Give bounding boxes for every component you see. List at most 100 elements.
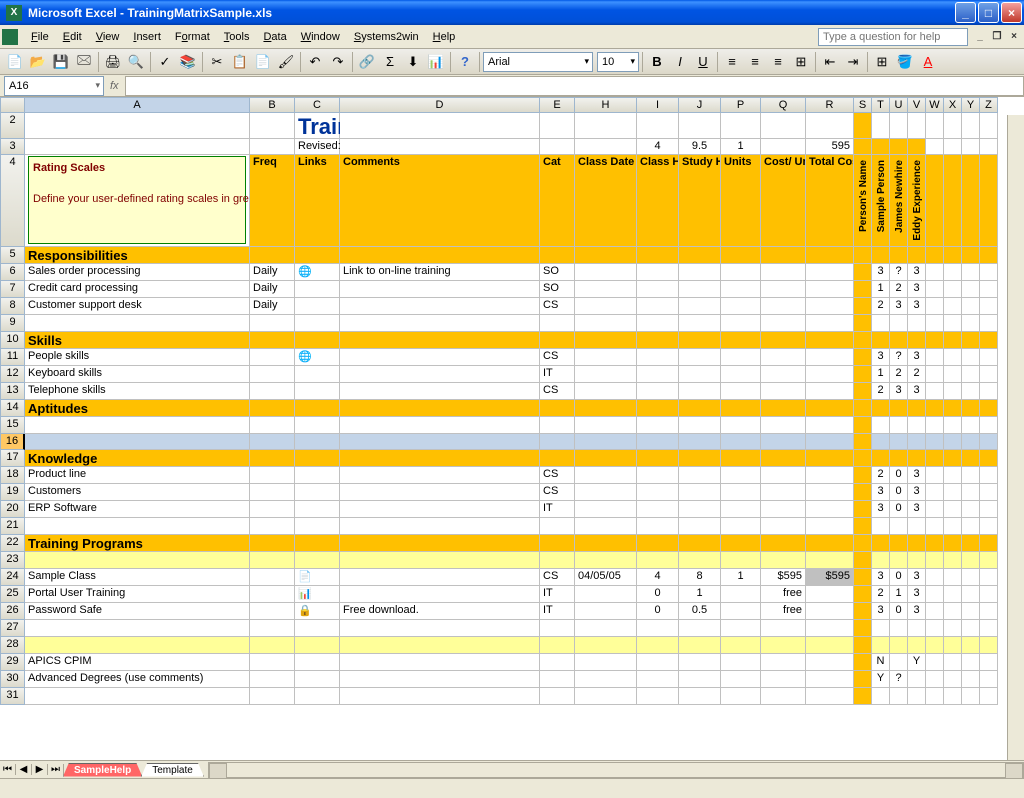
cell-H11[interactable] (575, 349, 637, 366)
spell-button[interactable]: ✓ (154, 51, 176, 73)
cell-W14[interactable] (926, 400, 944, 417)
horizontal-scrollbar[interactable] (208, 762, 1024, 778)
cell-S30[interactable] (854, 671, 872, 688)
cell-Y9[interactable] (962, 315, 980, 332)
cell-D28[interactable] (340, 637, 540, 654)
cell-X5[interactable] (944, 247, 962, 264)
cell-D9[interactable] (340, 315, 540, 332)
cell-B7[interactable]: Daily (250, 281, 295, 298)
cell-U19[interactable]: 0 (890, 484, 908, 501)
cell-X24[interactable] (944, 569, 962, 586)
cell-J26[interactable]: 0.5 (679, 603, 721, 620)
cell-I26[interactable]: 0 (637, 603, 679, 620)
cell-P5[interactable] (721, 247, 761, 264)
cell-X27[interactable] (944, 620, 962, 637)
row-header-30[interactable]: 30 (0, 671, 25, 688)
cell-Y4[interactable] (962, 155, 980, 247)
cell-S4[interactable]: Person's Name (854, 155, 872, 247)
cell-S27[interactable] (854, 620, 872, 637)
row-header-28[interactable]: 28 (0, 637, 25, 654)
cell-E14[interactable] (540, 400, 575, 417)
cell-U2[interactable] (890, 113, 908, 139)
cell-Y30[interactable] (962, 671, 980, 688)
cell-C28[interactable] (295, 637, 340, 654)
cell-S21[interactable] (854, 518, 872, 535)
cell-D27[interactable] (340, 620, 540, 637)
cell-A19[interactable]: Customers (25, 484, 250, 501)
cell-C30[interactable] (295, 671, 340, 688)
cell-B6[interactable]: Daily (250, 264, 295, 281)
cell-U12[interactable]: 2 (890, 366, 908, 383)
cell-V6[interactable]: 3 (908, 264, 926, 281)
maximize-button[interactable]: □ (978, 2, 999, 23)
cell-E7[interactable]: SO (540, 281, 575, 298)
cell-V28[interactable] (908, 637, 926, 654)
cell-R9[interactable] (806, 315, 854, 332)
cell-B10[interactable] (250, 332, 295, 349)
cell-W25[interactable] (926, 586, 944, 603)
cell-D6[interactable]: Link to on-line training (340, 264, 540, 281)
italic-button[interactable]: I (669, 51, 691, 73)
row-header-22[interactable]: 22 (0, 535, 25, 552)
cell-X17[interactable] (944, 450, 962, 467)
cell-Y10[interactable] (962, 332, 980, 349)
cell-E28[interactable] (540, 637, 575, 654)
cell-J20[interactable] (679, 501, 721, 518)
cell-Q14[interactable] (761, 400, 806, 417)
hyperlink-button[interactable]: 🔗 (356, 51, 378, 73)
cell-X2[interactable] (944, 113, 962, 139)
bold-button[interactable]: B (646, 51, 668, 73)
cell-P27[interactable] (721, 620, 761, 637)
cell-H13[interactable] (575, 383, 637, 400)
cell-Q24[interactable]: $595 (761, 569, 806, 586)
col-header-A[interactable]: A (25, 97, 250, 113)
cell-Z5[interactable] (980, 247, 998, 264)
cell-Q4[interactable]: Cost/ Unit (761, 155, 806, 247)
cell-E18[interactable]: CS (540, 467, 575, 484)
cell-U20[interactable]: 0 (890, 501, 908, 518)
cell-X13[interactable] (944, 383, 962, 400)
cell-J10[interactable] (679, 332, 721, 349)
cell-Y20[interactable] (962, 501, 980, 518)
cell-J21[interactable] (679, 518, 721, 535)
cell-D8[interactable] (340, 298, 540, 315)
row-header-27[interactable]: 27 (0, 620, 25, 637)
cell-U30[interactable]: ? (890, 671, 908, 688)
cell-W7[interactable] (926, 281, 944, 298)
cell-Q19[interactable] (761, 484, 806, 501)
cell-B16[interactable] (250, 434, 295, 450)
cell-C13[interactable] (295, 383, 340, 400)
cell-Y6[interactable] (962, 264, 980, 281)
cell-C21[interactable] (295, 518, 340, 535)
cell-J28[interactable] (679, 637, 721, 654)
row-header-5[interactable]: 5 (0, 247, 25, 264)
cell-S10[interactable] (854, 332, 872, 349)
cell-W5[interactable] (926, 247, 944, 264)
cell-I24[interactable]: 4 (637, 569, 679, 586)
cell-Y28[interactable] (962, 637, 980, 654)
cell-C16[interactable] (295, 434, 340, 450)
cell-Y27[interactable] (962, 620, 980, 637)
cell-Q27[interactable] (761, 620, 806, 637)
row-header-21[interactable]: 21 (0, 518, 25, 535)
cell-Q30[interactable] (761, 671, 806, 688)
cell-J5[interactable] (679, 247, 721, 264)
cell-E31[interactable] (540, 688, 575, 705)
cell-Z17[interactable] (980, 450, 998, 467)
cell-D17[interactable] (340, 450, 540, 467)
cell-B19[interactable] (250, 484, 295, 501)
cell-S31[interactable] (854, 688, 872, 705)
cell-B4[interactable]: Freq (250, 155, 295, 247)
cell-Z11[interactable] (980, 349, 998, 366)
cell-R2[interactable] (806, 113, 854, 139)
cell-J8[interactable] (679, 298, 721, 315)
cell-J11[interactable] (679, 349, 721, 366)
cell-V12[interactable]: 2 (908, 366, 926, 383)
cell-R30[interactable] (806, 671, 854, 688)
cell-U14[interactable] (890, 400, 908, 417)
cell-R21[interactable] (806, 518, 854, 535)
save-button[interactable]: 💾 (50, 51, 72, 73)
cell-V17[interactable] (908, 450, 926, 467)
cell-A21[interactable] (25, 518, 250, 535)
menu-view[interactable]: View (89, 29, 127, 45)
